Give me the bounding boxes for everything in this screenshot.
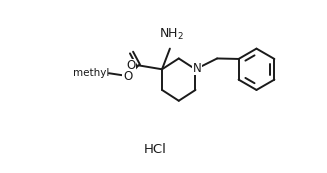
Text: O: O: [126, 60, 135, 72]
Text: HCl: HCl: [144, 143, 166, 156]
Text: methyl: methyl: [73, 68, 109, 78]
Text: N: N: [193, 62, 202, 75]
Text: NH$_2$: NH$_2$: [159, 27, 184, 42]
Text: O: O: [123, 70, 132, 83]
